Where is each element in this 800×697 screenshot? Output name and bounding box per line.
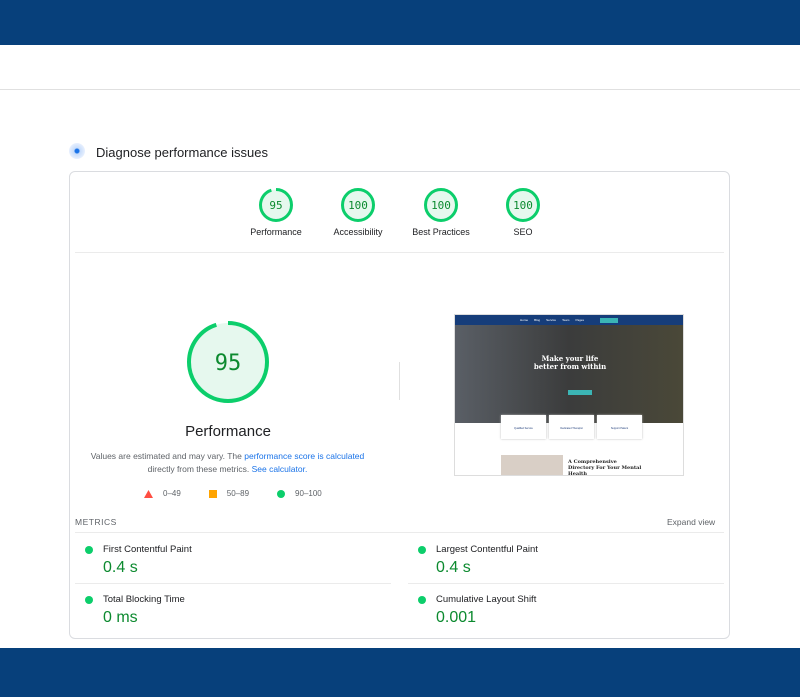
see-calculator-link[interactable]: See calculator. (251, 464, 308, 474)
gauge-label: Performance (250, 227, 302, 237)
section-title: Diagnose performance issues (96, 145, 268, 160)
metric-tbt: Total Blocking Time 0 ms (75, 584, 391, 634)
score-calculated-link[interactable]: performance score is calculated (244, 451, 365, 461)
divider (75, 532, 724, 533)
score-gauge-icon: 95 (259, 188, 293, 222)
gauge-best-practices[interactable]: 100 Best Practices (396, 187, 486, 237)
sub-header (0, 45, 800, 90)
gauge-accessibility[interactable]: 100 Accessibility (313, 187, 403, 237)
gauge-label: Best Practices (412, 227, 470, 237)
gauge-label: Accessibility (333, 227, 383, 237)
hero-title: Make your life better from within (533, 354, 607, 371)
note-text: Values are estimated and may vary. The (90, 451, 245, 461)
pass-circle-icon (418, 596, 426, 604)
screenshot-card: Qualified Service (501, 415, 546, 439)
legend-fail: 0–49 (163, 489, 181, 498)
gauge-label: SEO (513, 227, 533, 237)
performance-label: Performance (185, 423, 271, 440)
divider (75, 252, 724, 253)
performance-score: 95 (215, 351, 242, 376)
divider (399, 362, 400, 400)
gauge-score: 95 (269, 199, 282, 212)
metrics-heading: METRICS (75, 517, 117, 527)
nav-item: Pages (575, 318, 584, 322)
pass-circle-icon (85, 596, 93, 604)
screenshot-nav: Home Blog Service Team Pages (455, 315, 683, 325)
legend-average: 50–89 (226, 489, 250, 498)
nav-item: Service (546, 318, 557, 322)
nav-item: Blog (534, 318, 541, 322)
metric-label: Largest Contentful Paint (436, 544, 538, 555)
score-gauge-icon: 100 (424, 188, 458, 222)
gauge-score: 100 (431, 199, 451, 212)
metric-label: First Contentful Paint (103, 544, 192, 555)
pass-circle-icon (85, 546, 93, 554)
legend-pass: 90–100 (295, 489, 322, 498)
circle-icon (277, 489, 286, 498)
metric-fcp: First Contentful Paint 0.4 s (75, 534, 391, 584)
metric-value: 0 ms (103, 609, 138, 626)
gauge-performance[interactable]: 95 Performance (231, 187, 321, 237)
metric-lcp: Largest Contentful Paint 0.4 s (408, 534, 724, 584)
nav-item: Team (562, 318, 570, 322)
gauge-score: 100 (513, 199, 533, 212)
score-note: Values are estimated and may vary. The p… (90, 450, 365, 476)
top-banner (0, 0, 800, 45)
nav-item: Home (520, 318, 529, 322)
score-legend: 0–49 50–89 90–100 (144, 489, 350, 498)
metric-value: 0.4 s (103, 559, 138, 576)
bottom-banner (0, 648, 800, 697)
score-gauge-icon: 100 (506, 188, 540, 222)
gauge-seo[interactable]: 100 SEO (478, 187, 568, 237)
metric-cls: Cumulative Layout Shift 0.001 (408, 584, 724, 634)
metric-label: Total Blocking Time (103, 594, 185, 605)
performance-gauge-large: 95 (187, 321, 269, 403)
page-screenshot: Home Blog Service Team Pages Make your life … (454, 314, 684, 476)
metric-label: Cumulative Layout Shift (436, 594, 537, 605)
score-gauge-icon: 100 (341, 188, 375, 222)
metric-value: 0.001 (436, 609, 477, 626)
screenshot-hero: Make your life better from within (455, 325, 683, 423)
triangle-icon (144, 489, 153, 498)
report-card (69, 171, 730, 639)
note-text-2: directly from these metrics. (147, 464, 252, 474)
screenshot-section-title: A Comprehensive Directory For Your Menta… (568, 459, 642, 476)
lighthouse-dot-icon (69, 143, 85, 159)
screenshot-card: Support Patient (597, 415, 642, 439)
square-icon (208, 489, 217, 498)
screenshot-card: Dedicated Therapist (549, 415, 594, 439)
pass-circle-icon (418, 546, 426, 554)
gauge-score: 100 (348, 199, 368, 212)
metric-value: 0.4 s (436, 559, 471, 576)
expand-view-button[interactable]: Expand view (667, 517, 716, 527)
